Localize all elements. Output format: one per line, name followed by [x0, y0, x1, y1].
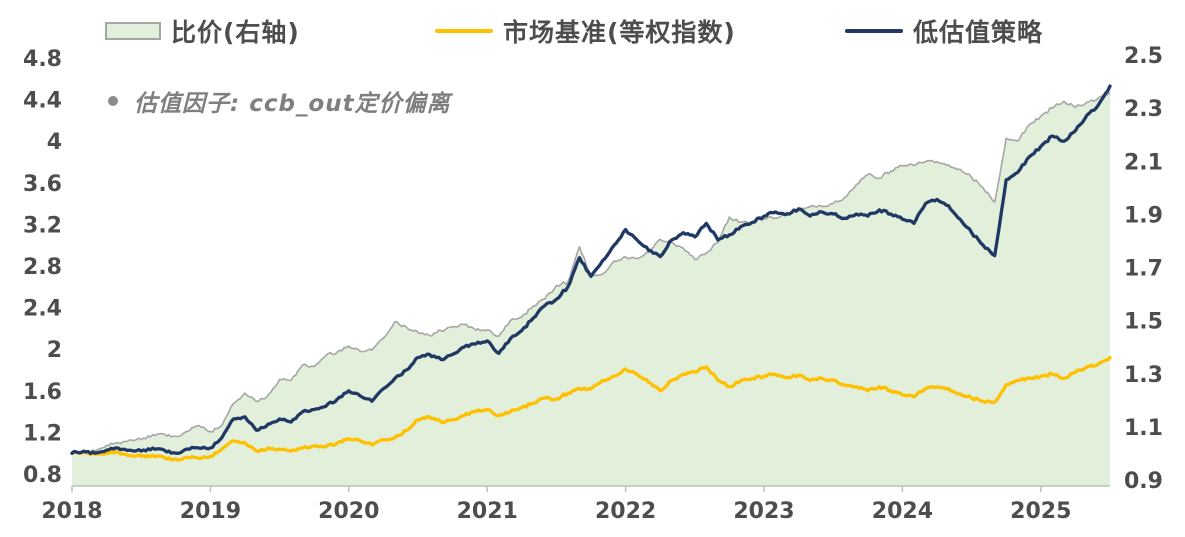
- right-axis-tick-label: 1.9: [1124, 203, 1163, 228]
- right-axis-tick-label: 2.3: [1124, 97, 1163, 122]
- left-axis-tick-label: 2.8: [23, 255, 62, 280]
- left-axis-tick-label: 0.8: [23, 463, 62, 488]
- right-axis-tick-label: 2.1: [1124, 150, 1163, 175]
- x-axis-tick-label: 2022: [595, 499, 656, 524]
- factor-annotation: 估值因子: ccb_out定价偏离: [108, 84, 451, 118]
- x-axis-tick-label: 2021: [457, 499, 518, 524]
- legend-item-strategy: 低估值策略: [845, 16, 1044, 47]
- legend-label-strategy: 低估值策略: [913, 18, 1044, 47]
- legend-item-ratio: 比价(右轴): [105, 16, 300, 47]
- right-axis-tick-label: 1.5: [1124, 310, 1163, 335]
- left-axis-tick-label: 2: [47, 338, 62, 363]
- legend-label-benchmark: 市场基准(等权指数): [503, 18, 736, 47]
- strategy-line: [70, 84, 1112, 456]
- x-axis-tick-label: 2023: [733, 499, 794, 524]
- left-axis-tick-label: 2.4: [23, 297, 62, 322]
- left-axis-tick-label: 3.6: [23, 172, 62, 197]
- right-axis-tick-label: 1.3: [1124, 363, 1163, 388]
- area-swatch-icon: [105, 22, 161, 40]
- legend-item-benchmark: 市场基准(等权指数): [435, 16, 736, 47]
- navy-line-swatch-icon: [845, 29, 903, 33]
- x-axis-tick-label: 2025: [1010, 499, 1071, 524]
- benchmark-line: [70, 355, 1112, 462]
- yellow-line-swatch-icon: [435, 29, 493, 33]
- right-axis-tick-label: 2.5: [1124, 44, 1163, 69]
- right-axis-tick-label: 0.9: [1124, 469, 1163, 494]
- left-axis-tick-label: 3.2: [23, 213, 62, 238]
- left-axis-tick-label: 4.8: [23, 47, 62, 72]
- chart-legend: 比价(右轴) 市场基准(等权指数) 低估值策略: [0, 0, 1185, 50]
- right-axis-tick-label: 1.7: [1124, 257, 1163, 282]
- left-axis-tick-label: 1.2: [23, 421, 62, 446]
- left-axis-tick-label: 4.4: [23, 89, 62, 114]
- x-axis-tick-label: 2024: [872, 499, 933, 524]
- left-axis-tick-label: 1.6: [23, 380, 62, 405]
- ratio-area: [72, 92, 1110, 486]
- x-axis-tick-label: 2018: [41, 499, 102, 524]
- right-axis-tick-label: 1.1: [1124, 416, 1163, 441]
- legend-label-ratio: 比价(右轴): [171, 18, 300, 47]
- bullet-icon: [108, 96, 118, 106]
- x-axis-tick-label: 2019: [180, 499, 241, 524]
- factor-annotation-text: 估值因子: ccb_out定价偏离: [134, 91, 451, 117]
- left-axis-tick-label: 4: [47, 130, 62, 155]
- x-axis-tick-label: 2020: [318, 499, 379, 524]
